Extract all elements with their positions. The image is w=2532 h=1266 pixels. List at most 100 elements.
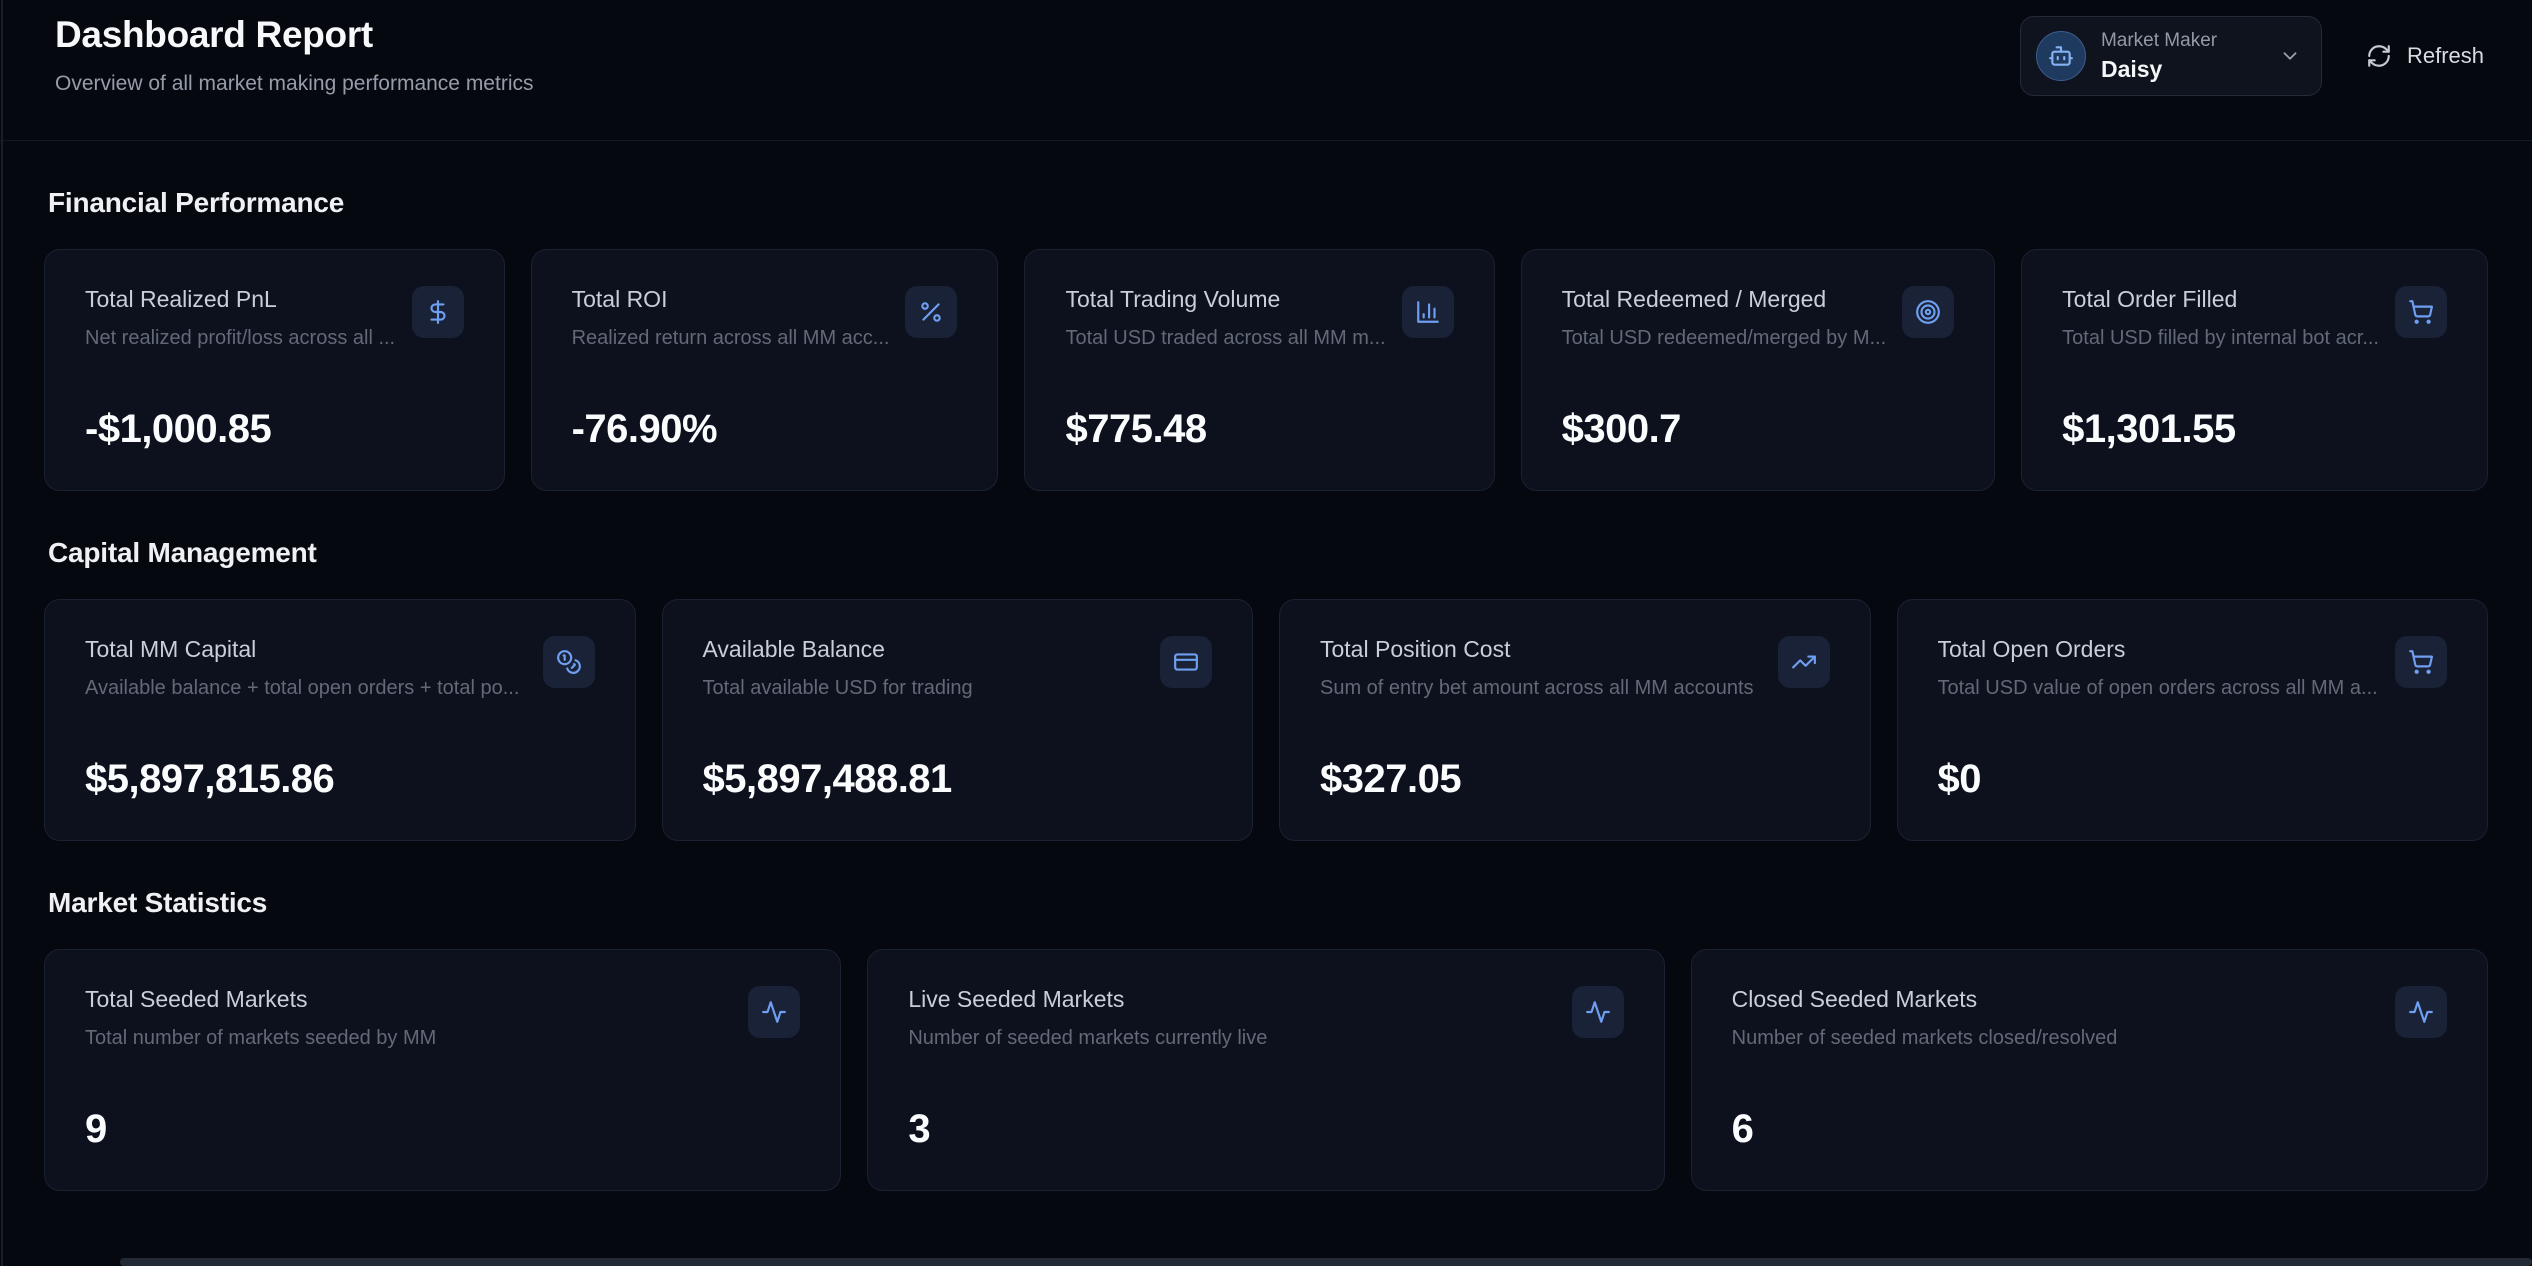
card-heading-text: Total MM Capital Available balance + tota… (85, 636, 527, 700)
metric-card: Total MM Capital Available balance + tota… (44, 599, 636, 841)
market-maker-text: Market Maker Daisy (2101, 30, 2264, 83)
section-market-statistics: Market Statistics Total Seeded Markets To… (44, 841, 2488, 1191)
section-title: Financial Performance (48, 187, 345, 218)
card-header: Available Balance Total available USD for… (703, 636, 1212, 700)
card-subtitle: Total number of markets seeded by MM (85, 1027, 437, 1049)
activity-icon (1571, 986, 1624, 1038)
refresh-label: Refresh (2406, 43, 2484, 68)
card-value: $1,301.55 (2062, 407, 2236, 451)
card-header: Total Seeded Markets Total number of mark… (85, 986, 801, 1050)
refresh-icon (2366, 43, 2392, 69)
card-heading-text: Total Order Filled Total USD filled by in… (2062, 286, 2379, 350)
shopping-cart-icon (2395, 286, 2447, 338)
card-heading-text: Total Open Orders Total USD value of open… (1938, 636, 2380, 700)
card-header: Closed Seeded Markets Number of seeded ma… (1732, 986, 2447, 1050)
card-title: Total Position Cost (1320, 636, 1511, 662)
card-title: Total ROI (571, 286, 668, 312)
trending-up-icon (1777, 636, 1830, 688)
page-title: Dashboard Report (55, 14, 373, 55)
card-heading-text: Total Position Cost Sum of entry bet amou… (1320, 636, 1762, 700)
card-title: Live Seeded Markets (908, 986, 1125, 1012)
card-value: $5,897,815.86 (85, 757, 335, 801)
card-subtitle: Number of seeded markets currently live (908, 1027, 1268, 1049)
refresh-button[interactable]: Refresh (2366, 43, 2484, 69)
card-title: Total MM Capital (85, 636, 257, 662)
metric-card: Total Trading Volume Total USD traded acr… (1024, 249, 1495, 491)
card-title: Total Order Filled (2062, 286, 2238, 312)
market-maker-label: Market Maker (2100, 29, 2218, 51)
credit-card-icon (1160, 636, 1212, 688)
percent-icon (905, 286, 958, 338)
card-subtitle: Number of seeded markets closed/resolved (1731, 1027, 2118, 1049)
metric-card: Total Open Orders Total USD value of open… (1896, 599, 2488, 841)
card-value: -76.90% (571, 407, 718, 451)
card-value: $775.48 (1065, 407, 1207, 451)
card-value: $0 (1937, 757, 1982, 801)
card-heading-text: Closed Seeded Markets Number of seeded ma… (1732, 986, 2379, 1050)
activity-icon (2394, 986, 2447, 1038)
shopping-cart-icon (2395, 636, 2447, 688)
page-subtitle: Overview of all market making performanc… (55, 72, 534, 95)
left-edge-divider (1, 0, 3, 1266)
header-text: Dashboard Report Overview of all market … (55, 14, 533, 96)
card-subtitle: Realized return across all MM acc... (571, 327, 890, 349)
card-heading-text: Total Trading Volume Total USD traded acr… (1065, 286, 1385, 350)
bot-avatar (2035, 31, 2086, 81)
card-heading-text: Total Seeded Markets Total number of mark… (85, 986, 732, 1050)
metric-card: Closed Seeded Markets Number of seeded ma… (1690, 949, 2488, 1191)
card-value: $5,897,488.81 (702, 757, 953, 801)
card-title: Total Realized PnL (85, 286, 277, 312)
card-title: Closed Seeded Markets (1731, 986, 1978, 1012)
market-statistics-grid: Total Seeded Markets Total number of mark… (44, 949, 2488, 1191)
card-header: Total Realized PnL Net realized profit/lo… (85, 286, 464, 350)
market-maker-value: Daisy (2100, 55, 2163, 82)
card-heading-text: Total ROI Realized return across all MM a… (572, 286, 890, 350)
bot-icon (2049, 46, 2073, 66)
card-header: Total Order Filled Total USD filled by in… (2062, 286, 2447, 350)
card-header: Total Position Cost Sum of entry bet amou… (1320, 636, 1830, 700)
card-subtitle: Sum of entry bet amount across all MM ac… (1320, 677, 1754, 699)
chevron-down-icon (2279, 45, 2301, 67)
coins-icon (542, 636, 595, 688)
card-heading-text: Total Realized PnL Net realized profit/lo… (85, 286, 396, 350)
card-subtitle: Total USD traded across all MM m... (1065, 327, 1386, 349)
card-subtitle: Net realized profit/loss across all ... (85, 327, 396, 349)
capital-management-grid: Total MM Capital Available balance + tota… (44, 599, 2488, 841)
card-header: Total MM Capital Available balance + tota… (85, 636, 595, 700)
activity-icon (748, 986, 801, 1038)
card-subtitle: Available balance + total open orders + … (85, 677, 520, 699)
card-value: $300.7 (1561, 407, 1682, 451)
card-title: Total Redeemed / Merged (1561, 286, 1827, 312)
card-header: Total ROI Realized return across all MM a… (572, 286, 958, 350)
card-title: Total Open Orders (1937, 636, 2126, 662)
section-title: Capital Management (48, 537, 317, 568)
horizontal-scrollbar[interactable] (120, 1258, 2532, 1266)
card-header: Live Seeded Markets Number of seeded mark… (908, 986, 1624, 1050)
metric-card: Total Seeded Markets Total number of mark… (44, 949, 842, 1191)
section-title: Market Statistics (48, 887, 268, 918)
card-header: Total Redeemed / Merged Total USD redeeme… (1562, 286, 1955, 350)
financial-performance-grid: Total Realized PnL Net realized profit/lo… (44, 249, 2488, 491)
card-subtitle: Total USD filled by internal bot acr... (2062, 327, 2379, 349)
metric-card: Total Redeemed / Merged Total USD redeeme… (1520, 249, 1996, 491)
metric-card: Total Position Cost Sum of entry bet amou… (1279, 599, 1871, 841)
metric-card: Total Realized PnL Net realized profit/lo… (44, 249, 505, 491)
card-heading-text: Total Redeemed / Merged Total USD redeeme… (1562, 286, 1887, 350)
card-header: Total Trading Volume Total USD traded acr… (1065, 286, 1454, 350)
card-subtitle: Total USD redeemed/merged by M... (1561, 327, 1887, 349)
card-title: Total Seeded Markets (85, 986, 308, 1012)
metric-card: Total Order Filled Total USD filled by in… (2021, 249, 2488, 491)
section-capital-management: Capital Management Total MM Capital Avail… (44, 491, 2488, 841)
bar-chart-icon (1401, 286, 1454, 338)
market-maker-selector[interactable]: Market Maker Daisy (2019, 16, 2322, 96)
header-controls: Market Maker Daisy Refresh (2019, 16, 2484, 96)
metric-card: Live Seeded Markets Number of seeded mark… (867, 949, 1665, 1191)
card-value: 3 (908, 1107, 931, 1151)
card-title: Total Trading Volume (1065, 286, 1281, 312)
card-title: Available Balance (702, 636, 885, 662)
section-financial-performance: Financial Performance Total Realized PnL… (44, 141, 2488, 491)
card-value: 6 (1731, 1107, 1754, 1151)
card-heading-text: Available Balance Total available USD for… (703, 636, 1145, 700)
card-heading-text: Live Seeded Markets Number of seeded mark… (908, 986, 1555, 1050)
